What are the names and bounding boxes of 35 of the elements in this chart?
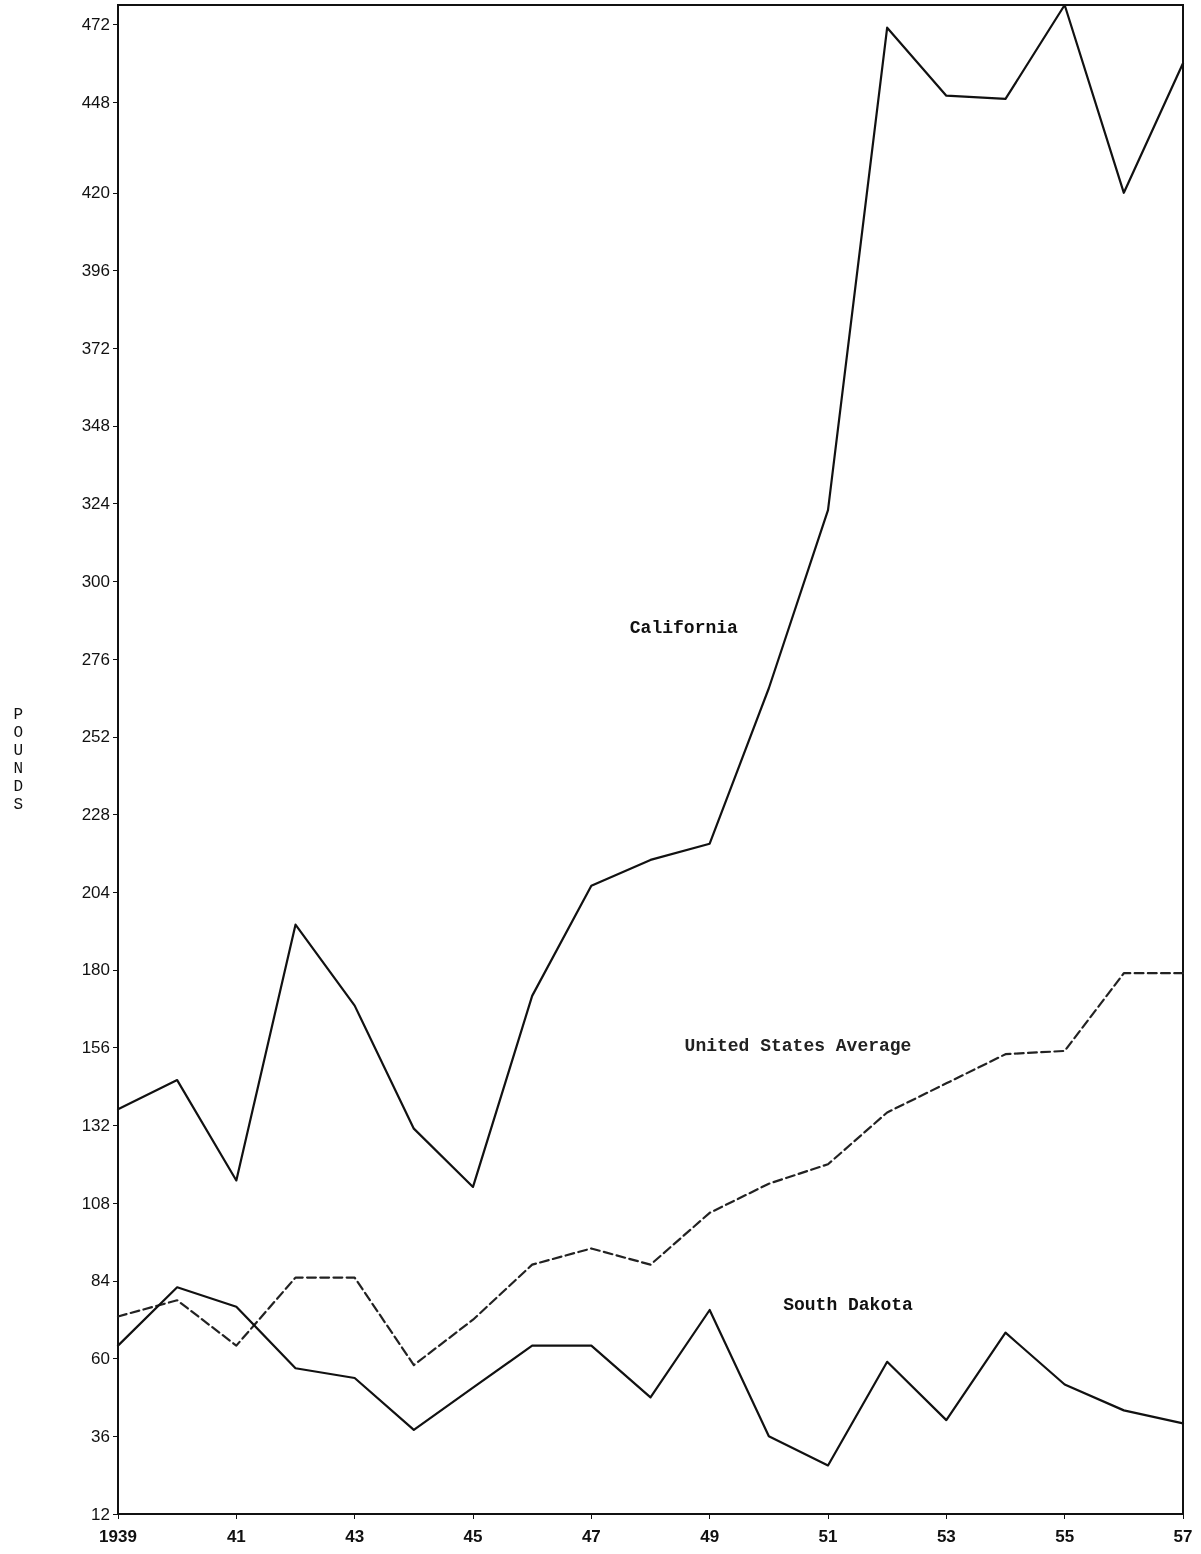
line-series (116, 972, 1185, 1367)
y-tick-label: 156 (81, 1038, 110, 1058)
y-axis-title: POUNDS (13, 705, 23, 814)
x-tick-label: 49 (700, 1527, 720, 1546)
text: California (629, 618, 739, 639)
y-tick-label: 36 (91, 1426, 110, 1446)
y-tick-label: 300 (81, 571, 110, 591)
y-tick-label: 324 (81, 494, 110, 514)
x-tick-label: 55 (1055, 1527, 1075, 1546)
y-tick-label: 180 (81, 960, 110, 980)
y-tick-label: 396 (81, 261, 110, 281)
x-tick-label: 47 (581, 1527, 601, 1546)
y-tick-label: 132 (81, 1115, 110, 1135)
y-tick-label: 84 (91, 1271, 110, 1291)
y-tick-label: 472 (81, 14, 110, 34)
x-tick-label: 51 (818, 1527, 838, 1546)
y-tick-label: 12 (91, 1504, 110, 1524)
y-tick-label: 252 (81, 727, 110, 747)
y-tick-label: 204 (81, 882, 110, 902)
y-tick-label: 348 (81, 416, 110, 436)
y-tick-label: 372 (81, 338, 110, 358)
y-tick-label: 228 (81, 805, 110, 825)
y-tick-label: 276 (81, 649, 110, 669)
y-tick-label: 60 (91, 1349, 110, 1369)
y-tick-label: 108 (81, 1193, 110, 1213)
x-tick-label: 1939 (99, 1527, 137, 1546)
text: United States Average (684, 1036, 912, 1057)
text: South Dakota (783, 1295, 914, 1316)
x-tick-label: 41 (226, 1527, 246, 1546)
y-tick-label: 448 (81, 92, 110, 112)
x-tick-label: 57 (1173, 1527, 1193, 1546)
x-tick-label: 45 (463, 1527, 483, 1546)
x-tick-label: 43 (345, 1527, 365, 1546)
x-tick-label: 53 (936, 1527, 956, 1546)
y-tick-label: 420 (81, 183, 110, 203)
